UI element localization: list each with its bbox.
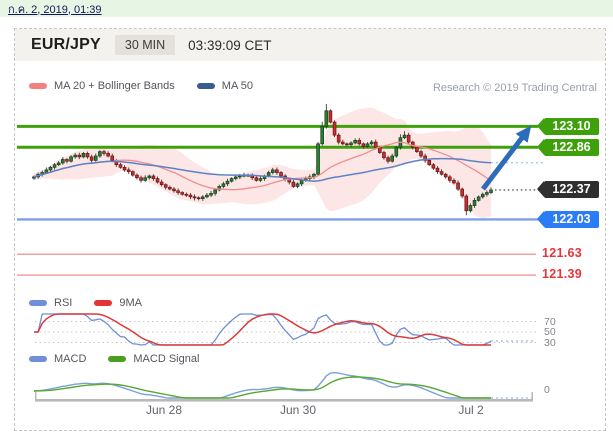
legend-item-ma50: MA 50 (196, 80, 253, 92)
ma50-swatch-icon (196, 83, 215, 89)
legend-item-9ma: 9MA (94, 297, 142, 309)
chart-canvas (17, 104, 543, 402)
support-level-label-1: 121.63 (542, 246, 583, 261)
macd-swatch-icon (29, 356, 47, 362)
timeframe-badge: 30 MIN (114, 35, 176, 55)
datetime-bar: ก.ค. 2, 2019, 01:39 (0, 0, 613, 17)
legend-label-rsi: RSI (54, 297, 73, 309)
legend-item-rsi: RSI (29, 297, 72, 309)
legend-label-macd-signal: MACD Signal (133, 353, 200, 365)
rsi-9ma-swatch-icon (94, 300, 113, 306)
symbol-label: EUR/JPY (31, 36, 101, 53)
rsi-legend: RSI 9MA (29, 297, 142, 309)
macd-legend: MACD MACD Signal (29, 353, 199, 365)
resistance-tag-1: 123.10 (537, 117, 599, 135)
legend-label-9ma: 9MA (119, 297, 142, 309)
legend-item-macd: MACD (29, 353, 86, 365)
attribution-label: Research © 2019 Trading Central (432, 82, 597, 94)
legend-label-macd: MACD (54, 353, 87, 365)
instrument-header: EUR/JPY 30 MIN 03:39:09 CET (15, 29, 605, 61)
rsi-swatch-icon (29, 300, 47, 306)
rsi-scale-50: 50 (544, 326, 556, 338)
support-level-label-2: 121.39 (542, 267, 583, 282)
legend-item-macd-signal: MACD Signal (108, 353, 199, 365)
legend-label-ma20: MA 20 + Bollinger Bands (54, 80, 175, 92)
price-legend: MA 20 + Bollinger Bands MA 50 (29, 80, 253, 92)
clock-label: 03:39:09 CET (188, 37, 272, 53)
rsi-scale-70: 70 (544, 315, 556, 328)
x-axis-label-jun30: Jun 30 (279, 403, 317, 417)
legend-item-ma20-bollinger: MA 20 + Bollinger Bands (29, 80, 175, 92)
resistance-tag-2: 122.86 (537, 138, 599, 156)
x-axis-label-jul2: Jul 2 (458, 403, 484, 417)
support-tag: 122.03 (537, 211, 599, 228)
datetime-link[interactable]: ก.ค. 2, 2019, 01:39 (8, 3, 102, 16)
x-axis-label-jun28: Jun 28 (145, 403, 183, 417)
chart-panel: EUR/JPY 30 MIN 03:39:09 CET MA 20 + Boll… (14, 28, 606, 431)
legend-label-ma50: MA 50 (221, 80, 253, 92)
macd-zero-label: 0 (544, 384, 550, 396)
macd-signal-swatch-icon (108, 356, 127, 362)
rsi-scale-30: 30 (544, 336, 556, 349)
last-price-tag: 122.37 (537, 181, 599, 199)
ma20-bollinger-swatch-icon (29, 83, 47, 89)
